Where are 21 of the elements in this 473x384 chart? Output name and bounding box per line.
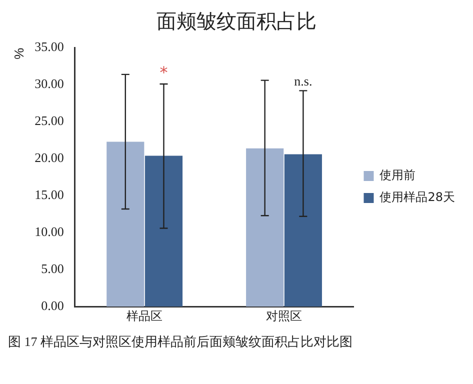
y-tick-label: 10.00 [34,224,64,240]
bar [246,148,284,307]
y-tick-label: 20.00 [34,150,64,166]
y-tick-label: 15.00 [34,187,64,202]
y-tick-label: 0.00 [41,298,64,314]
legend-label: 使用前 [380,168,416,182]
annotation: n.s. [294,74,312,89]
bar [144,156,183,307]
bar [106,142,144,307]
y-tick-label: 35.00 [34,39,64,54]
legend-label: 使用样品28天 [380,190,456,204]
x-tick-label: 样品区 [126,308,163,323]
chart-title: 面颊皱纹面积占比 [156,10,318,35]
y-axis-title: % [11,47,26,60]
bar [284,154,322,307]
y-tick-label: 30.00 [34,76,64,92]
y-tick-label: 25.00 [34,113,64,128]
x-tick-label: 对照区 [266,308,302,323]
y-tick-label: 5.00 [41,261,64,276]
caption: 图 17 样品区与对照区使用样品前后面颊皱纹面积占比对比图 [8,333,354,351]
annotation: * [160,63,168,82]
